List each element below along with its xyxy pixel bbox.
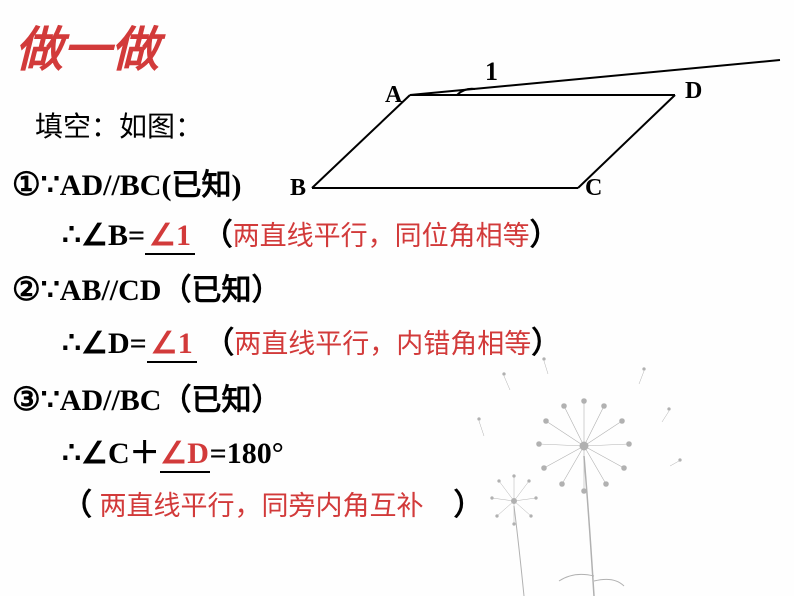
parallelogram-diagram: A B C D 1 <box>280 20 790 200</box>
line1b: ∴∠B=∠1 （两直线平行，同位角相等） <box>62 210 560 255</box>
label-d: D <box>685 78 702 104</box>
line1a: ①∵AD//BC(已知) <box>12 160 241 204</box>
label-1: 1 <box>485 57 498 86</box>
label-c: C <box>585 175 602 200</box>
line3c: （ 两直线平行，同旁内角互补 ） <box>62 480 484 524</box>
dandelion-decoration <box>434 316 714 596</box>
label-b: B <box>290 175 306 200</box>
page-title: 做一做 <box>15 10 159 80</box>
line2a: ②∵AB//CD（已知） <box>12 265 281 309</box>
label-a: A <box>385 82 403 108</box>
line3a: ③∵AD//BC（已知） <box>12 375 281 419</box>
line3b: ∴∠C＋∠D=180° <box>62 428 284 473</box>
subtitle: 填空：如图： <box>35 105 203 145</box>
